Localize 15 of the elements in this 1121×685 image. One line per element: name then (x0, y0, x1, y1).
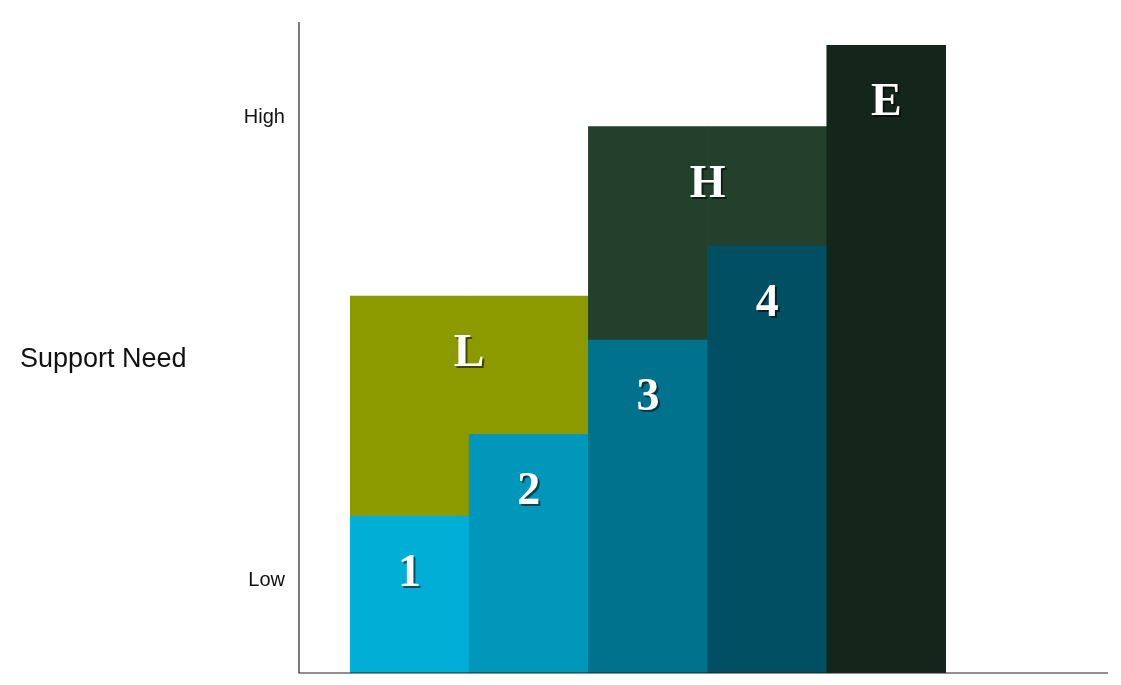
bar (707, 245, 828, 673)
text: Low (248, 567, 286, 590)
annotation: 4 (757, 276, 781, 328)
annotation: 2 (519, 465, 543, 517)
bar (826, 45, 946, 673)
annotation: H (691, 157, 728, 209)
annotation: 3 (638, 371, 662, 423)
bar (588, 339, 708, 673)
bar (350, 515, 470, 673)
text: High (243, 104, 285, 127)
annotation: E (873, 75, 904, 127)
bar (468, 434, 589, 673)
annotation: L (455, 327, 487, 379)
annotation: 1 (398, 544, 422, 596)
text: Support Need (20, 343, 187, 374)
